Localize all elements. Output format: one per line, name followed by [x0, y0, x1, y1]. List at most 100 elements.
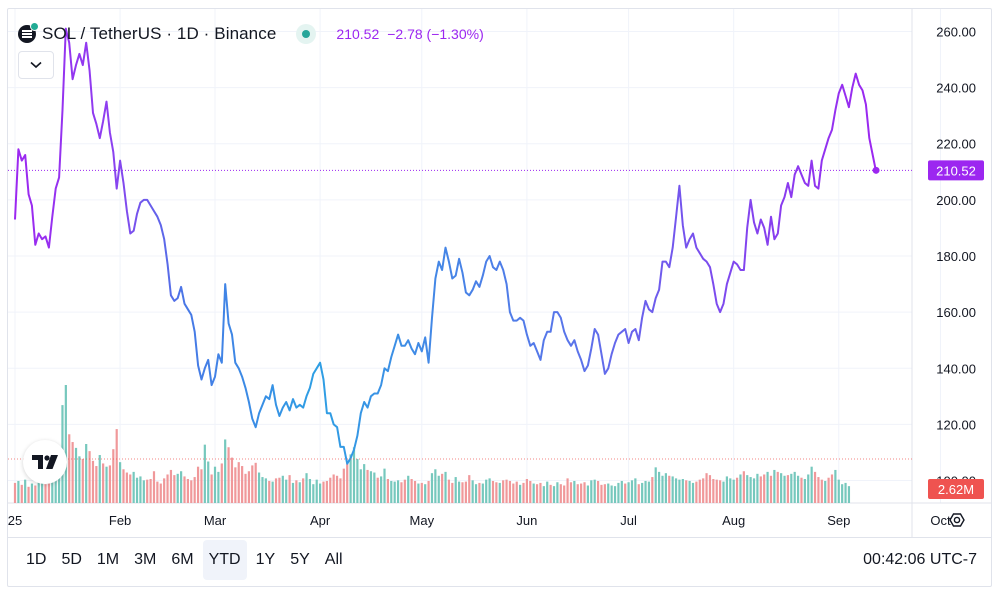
- clock-readout[interactable]: 00:42:06 UTC-7: [863, 551, 977, 568]
- volume-bar: [593, 479, 596, 503]
- volume-bar: [105, 466, 108, 503]
- price-axis[interactable]: 260.00 240.00 220.00 200.00 180.00 160.00 140.…: [936, 24, 976, 488]
- volume-bar: [135, 477, 139, 503]
- volume-bar: [390, 480, 393, 503]
- volume-bar: [230, 457, 234, 503]
- time-axis[interactable]: 25 Feb Mar Apr May Jun Jul Aug Sep Oct: [8, 513, 965, 528]
- volume-bar: [522, 482, 525, 503]
- volume-bar: [485, 479, 488, 503]
- volume-bars: [13, 385, 851, 503]
- price-tick-label: 140.00: [936, 361, 976, 376]
- volume-bar: [363, 464, 366, 503]
- volume-bar: [173, 475, 176, 503]
- range-button-5d[interactable]: 5D: [61, 551, 82, 568]
- volume-bar: [739, 474, 742, 503]
- range-button-ytd[interactable]: YTD: [202, 540, 247, 580]
- volume-bar: [705, 473, 708, 503]
- volume-bar: [780, 473, 783, 503]
- volume-bar: [549, 484, 552, 503]
- volume-bar: [841, 484, 844, 503]
- range-button-5y[interactable]: 5Y: [290, 551, 310, 568]
- volume-bar: [427, 480, 430, 503]
- volume-bar: [156, 481, 159, 503]
- time-tick-label: Apr: [310, 513, 331, 528]
- volume-bar: [546, 481, 549, 503]
- price-change: −2.78 (−1.30%): [387, 26, 484, 42]
- volume-bar: [613, 486, 617, 503]
- range-selector: 1D 5D 1M 3M 6M YTD 1Y 5Y All: [20, 540, 352, 580]
- volume-bar: [773, 469, 776, 503]
- volume-bar: [824, 480, 827, 503]
- volume-bar: [712, 479, 715, 503]
- volume-bar: [573, 480, 576, 503]
- volume-bar: [383, 468, 386, 503]
- volume-bar: [451, 482, 454, 503]
- volume-bar: [668, 475, 671, 503]
- volume-bar: [729, 478, 732, 503]
- symbol-title[interactable]: SOL / TetherUS · 1D · Binance: [42, 24, 277, 43]
- volume-bar: [630, 480, 634, 503]
- volume-bar: [722, 481, 725, 503]
- volume-bar: [478, 482, 481, 503]
- volume-bar: [498, 482, 501, 503]
- volume-bar: [186, 479, 189, 503]
- range-button-3m[interactable]: 3M: [134, 551, 157, 568]
- volume-bar: [339, 478, 342, 503]
- volume-bar: [793, 471, 796, 503]
- volume-bar: [244, 473, 247, 503]
- volume-bar: [413, 480, 417, 503]
- market-status-dot-icon[interactable]: [296, 24, 317, 44]
- volume-bar: [691, 482, 695, 503]
- collapse-legend-button[interactable]: [18, 51, 54, 79]
- tradingview-logo-icon[interactable]: [23, 440, 67, 484]
- time-tick-label: Jun: [516, 513, 537, 528]
- volume-bar: [166, 474, 169, 503]
- volume-bar: [617, 482, 620, 503]
- volume-bar: [800, 477, 803, 503]
- volume-bar: [285, 479, 288, 503]
- gear-hub: [953, 516, 961, 524]
- volume-bar: [430, 473, 434, 503]
- volume-bar: [196, 466, 200, 503]
- range-button-1d[interactable]: 1D: [26, 551, 47, 568]
- range-button-6m[interactable]: 6M: [171, 551, 194, 568]
- volume-bar: [183, 476, 186, 503]
- time-tick-label: 25: [8, 513, 22, 528]
- volume-bar: [525, 479, 528, 503]
- volume-bar: [776, 471, 779, 503]
- volume-bar: [624, 483, 627, 503]
- volume-bar: [752, 478, 756, 503]
- time-tick-label: May: [410, 513, 435, 528]
- price-tick-label: 240.00: [936, 81, 976, 96]
- volume-bar: [37, 475, 40, 503]
- volume-bar: [437, 475, 440, 503]
- volume-bar: [376, 477, 379, 503]
- volume-bar: [827, 477, 830, 503]
- volume-bar: [644, 480, 647, 503]
- volume-bar: [396, 480, 400, 503]
- volume-bar: [102, 463, 105, 503]
- volume-bar: [254, 462, 257, 503]
- volume-bar: [580, 483, 583, 503]
- time-tick-label: Mar: [204, 513, 227, 528]
- volume-bar: [41, 481, 44, 503]
- volume-bar: [457, 481, 461, 503]
- gear-icon[interactable]: [949, 513, 965, 527]
- volume-bar: [607, 483, 610, 503]
- volume-bar: [241, 466, 244, 503]
- volume-bar: [830, 474, 834, 503]
- range-button-all[interactable]: All: [324, 551, 343, 568]
- volume-bar: [352, 447, 356, 503]
- volume-bar: [637, 484, 640, 503]
- volume-bar: [603, 484, 606, 503]
- range-button-1y[interactable]: 1Y: [255, 551, 276, 568]
- range-button-1m[interactable]: 1M: [96, 551, 120, 568]
- tradingview-logo-glyph: [32, 455, 58, 469]
- volume-badge: [928, 479, 984, 499]
- volume-bar: [356, 458, 359, 503]
- volume-bar: [491, 480, 495, 503]
- volume-bar: [142, 480, 145, 503]
- volume-bar: [217, 471, 220, 503]
- volume-bar: [118, 462, 122, 503]
